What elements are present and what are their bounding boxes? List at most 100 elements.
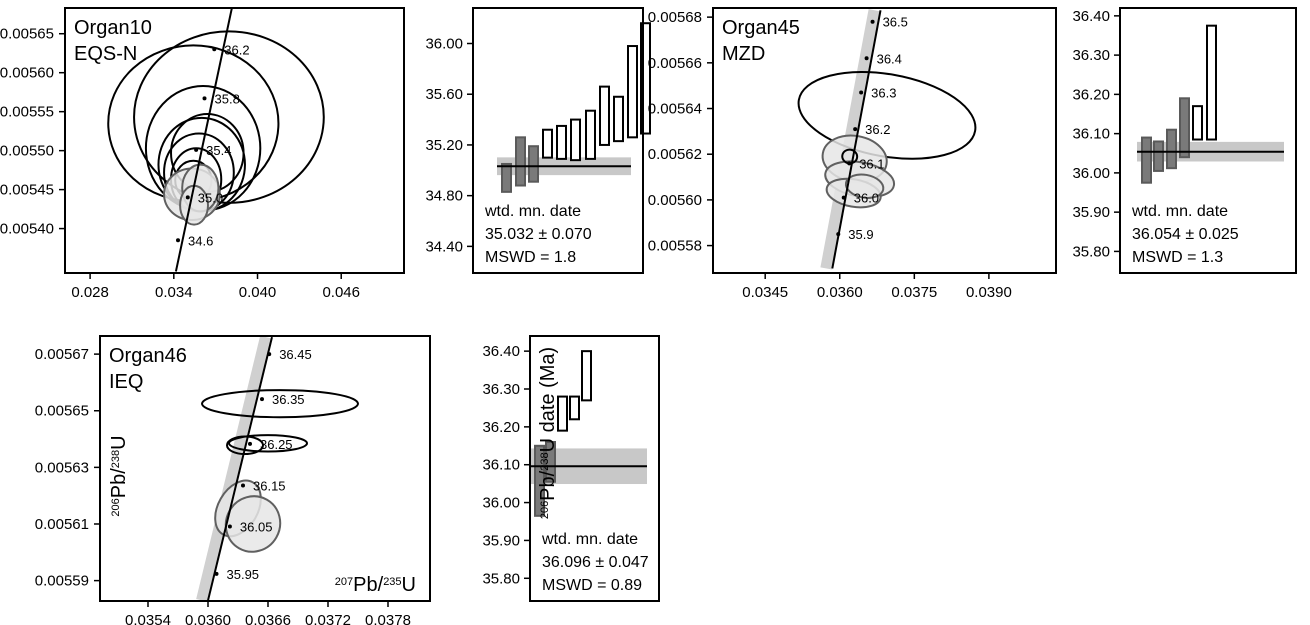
organ46-concordia-ytick-label-4: 0.00567 xyxy=(35,346,89,363)
organ46-concordia-age-marker-2 xyxy=(241,483,245,488)
organ45-concordia-ytick-label-0: 0.00558 xyxy=(648,238,702,255)
organ46-concordia-plot-area xyxy=(196,336,359,601)
organ10-dates-ytick-label-1: 34.80 xyxy=(425,188,463,205)
organ45-concordia-age-label-3: 36.2 xyxy=(865,122,890,137)
organ45-dates-ytick-label-5: 36.30 xyxy=(1072,47,1110,64)
organ10-dates-bar-4 xyxy=(556,124,567,160)
organ46-concordia-age-marker-1 xyxy=(227,524,232,529)
organ10-concordia-xtick-label-3: 0.046 xyxy=(322,284,360,301)
organ45-concordia-age-marker-4 xyxy=(859,90,864,95)
organ10-dates-bar-2 xyxy=(528,145,539,183)
organ46-concordia-concordia-band xyxy=(196,336,272,601)
organ46-dates-ytick-label-2: 36.00 xyxy=(482,495,520,512)
y-axis-label-part-1: Pb/ xyxy=(108,468,130,498)
organ45-concordia-ytick-label-2: 0.00562 xyxy=(648,146,702,163)
organ46-dates-bar-0 xyxy=(534,444,545,517)
organ46-concordia-xtick-label-0: 0.0354 xyxy=(125,612,171,625)
organ10-concordia-ytick-label-4: 0.00560 xyxy=(0,65,54,82)
organ10-dates-bar-5 xyxy=(570,118,581,162)
organ45-concordia-ellipse-4 xyxy=(844,173,885,199)
organ46-concordia-unit-name: IEQ xyxy=(109,371,143,393)
organ46-concordia-ellipse-1 xyxy=(228,434,308,453)
organ10-dates-ytick-label-3: 35.60 xyxy=(425,86,463,103)
organ45-concordia-age-marker-6 xyxy=(870,19,875,24)
x-axis-label-part-2: 235 xyxy=(383,576,401,588)
organ10-dates-mswd-value: MSWD = 1.8 xyxy=(485,249,576,266)
organ46-concordia-concordia-line xyxy=(207,336,273,601)
organ46-concordia-age-label-3: 36.25 xyxy=(260,437,293,452)
organ10-dates-bar-1 xyxy=(515,136,526,187)
organ10-concordia-sample-name: Organ10 xyxy=(74,17,152,39)
y-axis-label-part-3: U xyxy=(108,435,130,449)
organ10-dates-bar-0 xyxy=(501,162,512,193)
organ46-concordia-sample-name: Organ46 xyxy=(109,345,187,367)
organ46-dates-ytick-label-1: 35.90 xyxy=(482,532,520,549)
organ10-dates-frame xyxy=(472,7,644,274)
organ46-concordia-xtick-label-2: 0.0366 xyxy=(245,612,291,625)
organ10-dates-wtd-label: wtd. mn. date xyxy=(484,203,581,220)
organ10-concordia-ytick-label-0: 0.00540 xyxy=(0,221,54,238)
organ46-dates-ytick-label-3: 36.10 xyxy=(482,457,520,474)
organ45-dates-bar-3 xyxy=(1179,97,1190,159)
organ45-dates-ytick-label-4: 36.20 xyxy=(1072,86,1110,103)
organ45-concordia-sample-name: Organ45 xyxy=(722,17,800,39)
organ45-dates-ytick-label-1: 35.90 xyxy=(1072,204,1110,221)
organ46-concordia-age-label-2: 36.15 xyxy=(253,478,286,493)
organ46-concordia-age-label-5: 36.45 xyxy=(279,347,312,362)
organ46-dates-bar-4 xyxy=(581,350,592,402)
date-axis-label-part-0: 206 xyxy=(539,501,551,519)
organ10-dates-bar-9 xyxy=(627,45,638,139)
organ10-concordia-age-label-0: 34.6 xyxy=(188,233,213,248)
organ45-concordia-concordia-line xyxy=(831,10,882,269)
organ45-concordia-ytick-label-1: 0.00560 xyxy=(648,192,702,209)
x-axis-label-part-3: U xyxy=(402,574,416,596)
organ45-concordia-panel: 35.9 36.0 36.1 36.2 36.3 36.4 36.5 0.0345 0.0360… xyxy=(648,7,1057,301)
organ45-dates-bar-4 xyxy=(1192,105,1203,141)
organ45-dates-bar-5 xyxy=(1206,24,1217,141)
organ46-dates-ytick-label-0: 35.80 xyxy=(482,570,520,587)
organ10-concordia-age-label-1: 35.0 xyxy=(198,190,223,205)
organ46-dates-mean-value: 36.096 ± 0.047 xyxy=(542,554,649,571)
organ10-concordia-age-marker-3 xyxy=(202,96,207,101)
organ46-dates-bar-3 xyxy=(569,395,580,421)
organ45-concordia-age-marker-2 xyxy=(847,161,852,166)
organ45-concordia-age-label-5: 36.4 xyxy=(877,51,902,66)
organ45-concordia-age-label-1: 36.0 xyxy=(854,191,879,206)
organ45-concordia-xtick-label-0: 0.0345 xyxy=(742,284,788,301)
organ10-dates-bar-10 xyxy=(640,22,651,135)
organ46-concordia-age-marker-5 xyxy=(267,352,272,357)
x-axis-label: 207Pb/235U xyxy=(335,574,416,596)
organ46-concordia-ytick-label-2: 0.00563 xyxy=(35,459,89,476)
organ10-dates-ytick-label-0: 34.40 xyxy=(425,238,463,255)
organ45-concordia-age-marker-1 xyxy=(841,195,846,200)
organ46-dates-mswd-value: MSWD = 0.89 xyxy=(542,577,642,594)
organ45-concordia-unit-name: MZD xyxy=(722,43,765,65)
organ10-concordia-age-marker-2 xyxy=(194,147,199,152)
organ46-dates-bar-1 xyxy=(545,441,556,483)
date-axis-label-part-1: Pb/ xyxy=(537,470,559,500)
organ10-dates-bar-8 xyxy=(613,95,624,143)
organ46-concordia-ytick-label-3: 0.00565 xyxy=(35,403,89,420)
organ10-concordia-xtick-label-1: 0.034 xyxy=(155,284,193,301)
organ46-dates-frame xyxy=(529,335,660,602)
organ45-concordia-ellipse-0 xyxy=(797,70,977,160)
organ45-dates-ytick-label-2: 36.00 xyxy=(1072,165,1110,182)
organ10-concordia-ytick-label-1: 0.00545 xyxy=(0,182,54,199)
organ46-concordia-age-label-4: 36.35 xyxy=(272,392,305,407)
organ10-concordia-ytick-label-5: 0.00565 xyxy=(0,26,54,43)
organ46-dates-bar-2 xyxy=(557,395,568,432)
date-axis-label: 206Pb/238U date (Ma) xyxy=(537,347,559,519)
y-axis-label-part-0: 206 xyxy=(110,498,122,516)
organ45-concordia-plot-area xyxy=(797,9,977,270)
organ45-concordia-age-label-0: 35.9 xyxy=(848,227,873,242)
organ10-concordia-concordia-line xyxy=(174,8,233,272)
organ10-concordia-age-label-2: 35.4 xyxy=(206,143,231,158)
organ45-concordia-age-label-2: 36.1 xyxy=(859,156,884,171)
organ45-dates-ytick-label-0: 35.80 xyxy=(1072,243,1110,260)
organ10-dates-bar-3 xyxy=(542,128,553,159)
organ45-dates-wtd-label: wtd. mn. date xyxy=(1131,203,1228,220)
organ10-concordia-ytick-label-3: 0.00555 xyxy=(0,104,54,121)
y-axis-label-part-2: 238 xyxy=(110,450,122,468)
organ10-concordia-frame xyxy=(64,7,405,274)
organ10-concordia-age-marker-4 xyxy=(212,47,217,52)
